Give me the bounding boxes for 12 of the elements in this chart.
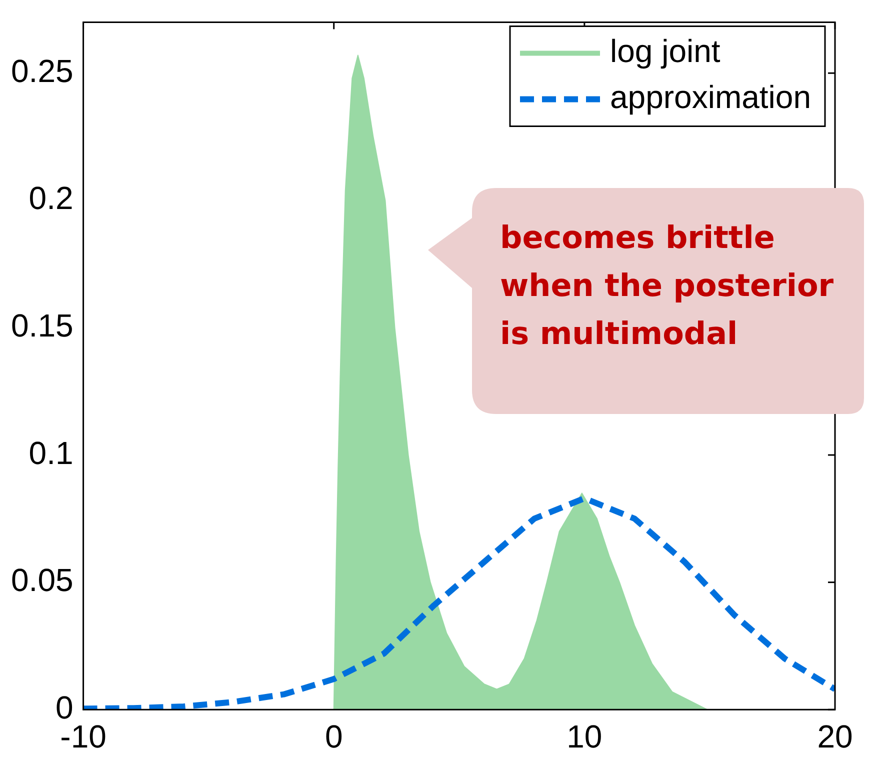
y-tick-label: 0.2 (28, 180, 74, 216)
y-tick-label: 0.25 (11, 52, 74, 89)
x-tick-label: 20 (817, 718, 853, 755)
y-tick-label: 0.1 (28, 434, 74, 471)
legend-label: approximation (610, 79, 811, 116)
legend-label: log joint (610, 33, 720, 70)
x-tick-label: 10 (566, 718, 602, 755)
speech-bubble: becomes brittle when the posterior is multimodal (428, 188, 864, 414)
y-tick-label: 0.05 (11, 562, 74, 598)
y-tick-label: 0.15 (11, 308, 74, 344)
x-tick-label: 0 (324, 718, 343, 755)
annotation: becomes brittle when the posterior is multimodal (500, 219, 834, 354)
